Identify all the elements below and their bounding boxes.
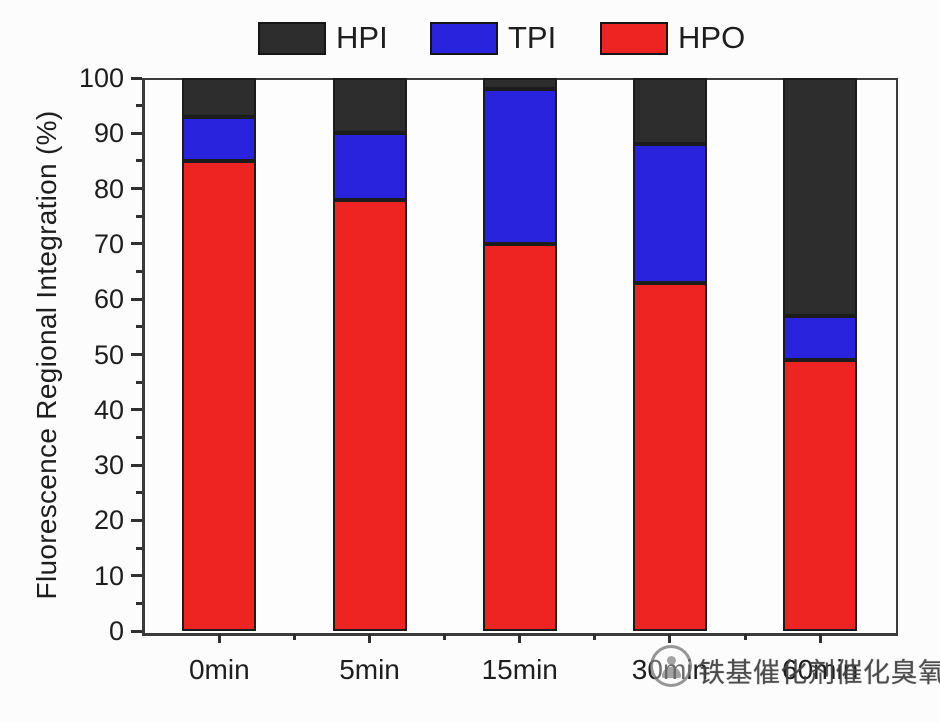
x-tick-label-0min: 0min	[188, 654, 250, 685]
y-tick-label: 20	[93, 505, 124, 536]
y-minor-tick	[136, 491, 142, 495]
bar-segment-hpi-0min	[182, 78, 257, 117]
legend-swatch-tpi	[430, 22, 498, 55]
y-major-tick	[131, 76, 142, 80]
y-minor-tick	[136, 104, 142, 108]
y-tick-label: 30	[93, 450, 124, 481]
bar-segment-hpi-15min	[482, 78, 557, 90]
legend-label-hpi: HPI	[336, 20, 388, 55]
y-tick-label: 80	[93, 173, 124, 204]
legend-label-hpo: HPO	[678, 20, 746, 55]
bar-segment-tpi-0min	[182, 116, 257, 161]
x-tick-label-5min: 5min	[339, 654, 400, 685]
y-minor-tick	[136, 601, 142, 605]
y-tick-label: 50	[93, 339, 124, 370]
y-minor-tick	[136, 270, 142, 274]
x-major-tick	[818, 634, 822, 643]
x-major-tick	[368, 634, 372, 643]
y-minor-tick	[136, 159, 142, 163]
bar-segment-hpo-60min	[783, 360, 858, 631]
x-major-tick	[518, 634, 522, 643]
y-major-tick	[131, 408, 142, 412]
x-tick-label-60min: 60min	[782, 654, 859, 685]
y-major-tick	[131, 574, 142, 578]
x-minor-tick	[292, 634, 296, 640]
legend-swatch-hpo	[600, 22, 668, 55]
y-tick-label: 100	[78, 63, 124, 93]
bar-segment-hpo-15min	[482, 243, 557, 631]
bar-segment-hpo-30min	[632, 282, 707, 631]
y-major-tick	[131, 463, 142, 467]
y-major-tick	[131, 518, 142, 522]
x-major-tick	[217, 634, 221, 643]
bar-segment-tpi-5min	[332, 133, 407, 200]
y-minor-tick	[136, 435, 142, 439]
y-tick-label: 0	[108, 616, 124, 646]
bar-segment-tpi-15min	[482, 89, 557, 244]
y-minor-tick	[136, 380, 142, 384]
y-major-tick	[131, 242, 142, 246]
bar-segment-hpi-30min	[632, 78, 707, 145]
x-minor-tick	[443, 634, 447, 640]
y-minor-tick	[136, 325, 142, 329]
legend-swatch-hpi	[258, 22, 326, 55]
bar-segment-tpi-30min	[632, 144, 707, 283]
y-major-tick	[131, 131, 142, 135]
y-tick-label: 10	[93, 560, 124, 591]
y-minor-tick	[136, 214, 142, 218]
x-major-tick	[668, 634, 672, 643]
y-tick-label: 40	[93, 394, 124, 425]
y-tick-label: 60	[93, 284, 124, 315]
y-minor-tick	[136, 546, 142, 550]
y-major-tick	[131, 187, 142, 191]
legend-label-tpi: TPI	[508, 20, 557, 55]
bar-segment-hpo-5min	[332, 199, 407, 631]
x-minor-tick	[593, 634, 597, 640]
watermark-text: 铁基催化剂催化臭氧	[698, 658, 940, 688]
x-tick-label-15min: 15min	[481, 654, 558, 685]
y-tick-label: 70	[93, 228, 124, 259]
y-major-tick	[131, 353, 142, 356]
bar-segment-hpi-5min	[332, 78, 407, 134]
y-major-tick	[131, 629, 142, 633]
bar-segment-hpo-0min	[182, 160, 257, 631]
y-major-tick	[131, 297, 142, 301]
bar-segment-tpi-60min	[783, 315, 858, 361]
y-tick-label: 90	[93, 118, 124, 149]
x-minor-tick	[743, 634, 747, 640]
bar-segment-hpi-60min	[783, 78, 858, 316]
circle-logo-icon	[650, 645, 692, 687]
